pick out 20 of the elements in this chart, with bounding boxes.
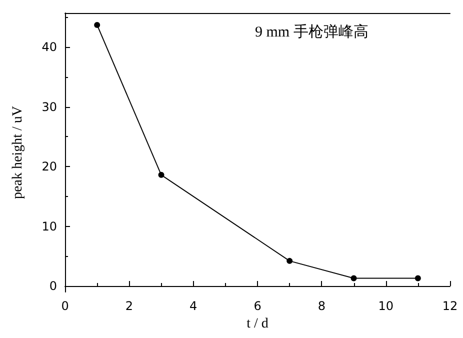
point (414, 275, 421, 282)
x-tick-label: 6 (254, 299, 262, 313)
y-tick-label: 20 (42, 160, 57, 174)
point (158, 172, 164, 178)
y-tick-label: 40 (42, 40, 57, 54)
point (350, 275, 357, 282)
x-tick-label: 0 (61, 299, 69, 313)
y-tick-label: 0 (49, 279, 57, 294)
y-tick-label: 10 (42, 219, 57, 234)
x-tick-label: 2 (125, 299, 133, 313)
x-tick-label: 12 (442, 299, 458, 313)
x-axis-title: t / d (246, 316, 268, 332)
text: 9 mm 手枪弹峰高 (255, 24, 368, 40)
y-tick-label: 30 (42, 100, 57, 114)
y-axis-title: peak height / uV (10, 106, 26, 199)
point (286, 258, 293, 264)
x-tick-label: 8 (318, 299, 326, 313)
x-tick-label: 4 (190, 299, 198, 313)
x-tick-label: 10 (378, 299, 394, 313)
point (94, 22, 100, 28)
